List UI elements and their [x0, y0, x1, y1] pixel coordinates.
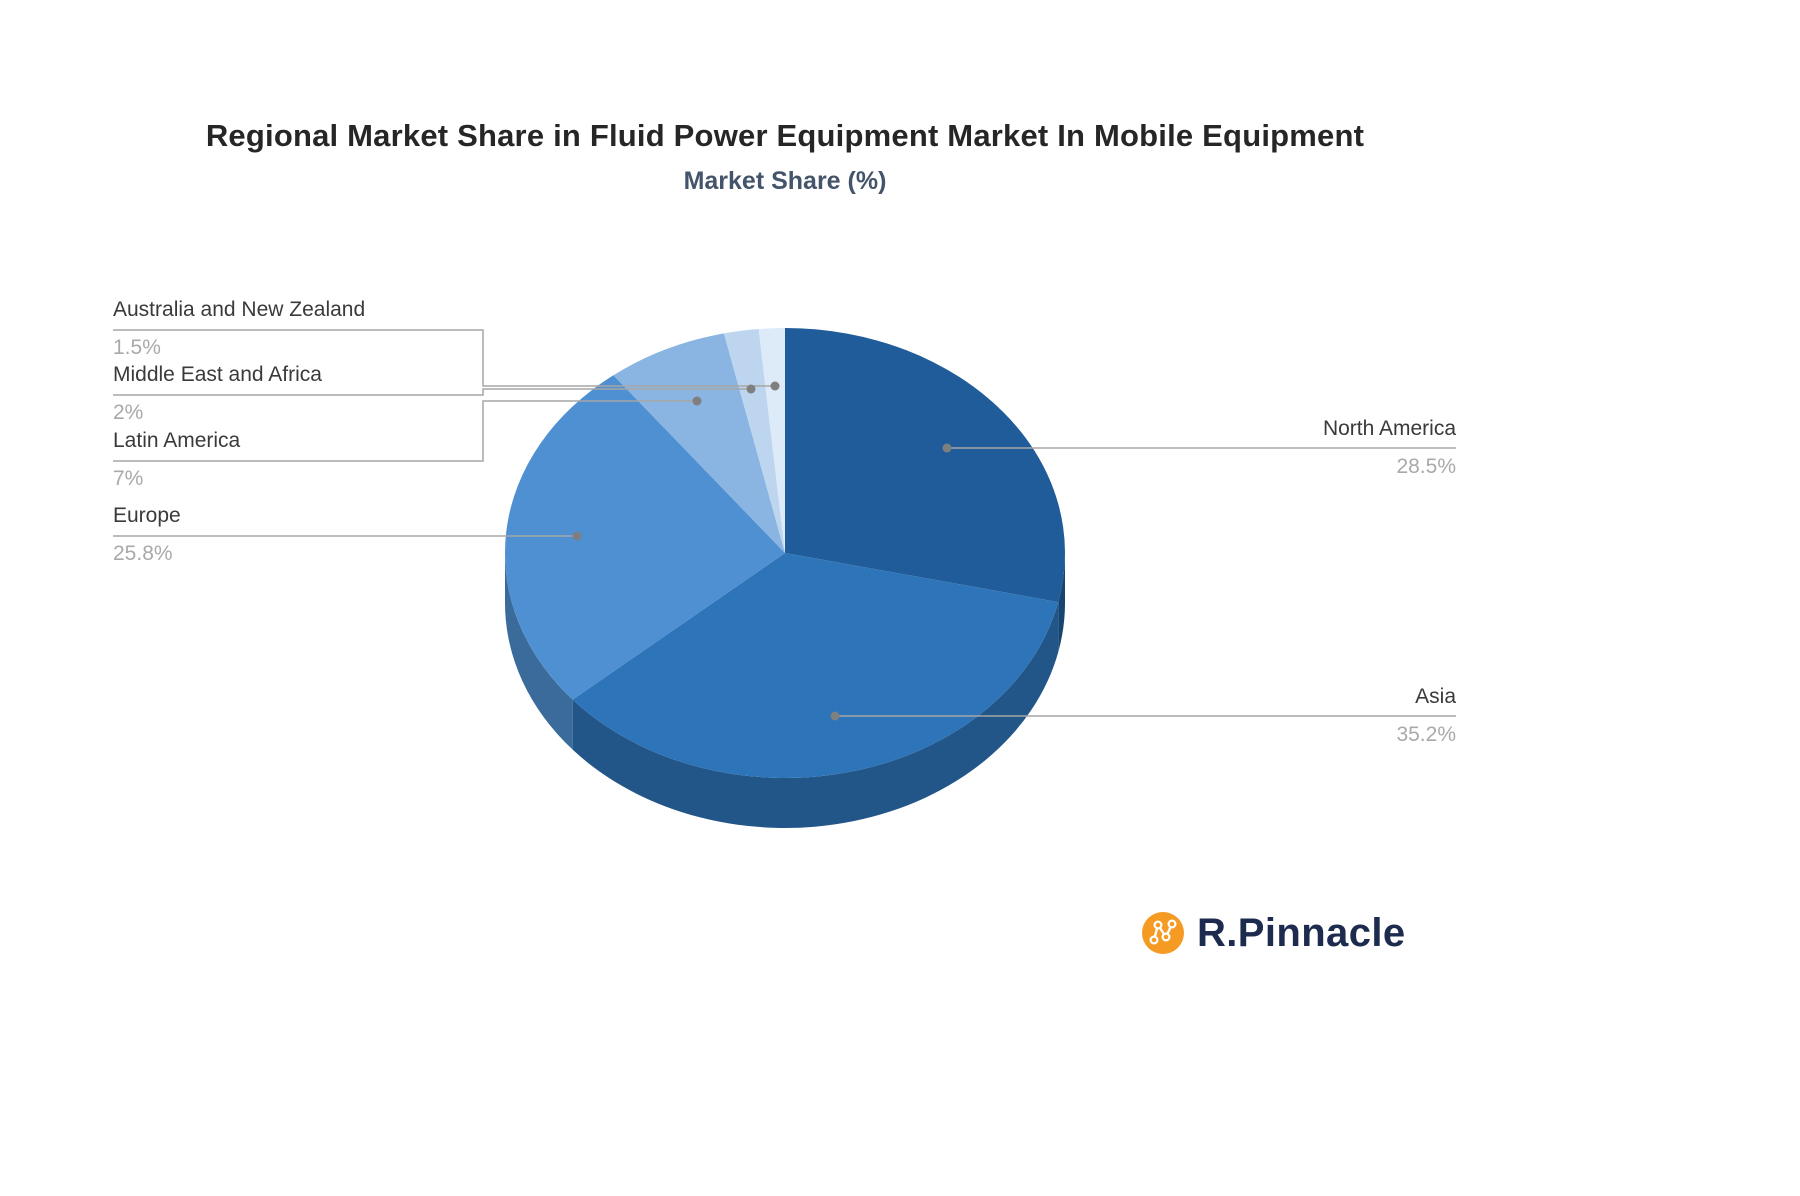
- label-europe: Europe 25.8%: [113, 503, 483, 567]
- slice-label: Middle East and Africa: [113, 363, 322, 386]
- label-asia: Asia 35.2%: [1156, 684, 1456, 748]
- slice-label: Latin America: [113, 429, 241, 452]
- leader-dot-asia: [830, 711, 840, 721]
- pie-slice-side-north-america: [1058, 553, 1065, 653]
- chart-title: Regional Market Share in Fluid Power Equ…: [205, 118, 1365, 153]
- brand-name: R.Pinnacle: [1197, 910, 1406, 955]
- pie-slices: [505, 328, 1065, 828]
- chart-subtitle: Market Share (%): [683, 167, 887, 195]
- molecule-network-icon: [1142, 912, 1184, 954]
- slice-value: 1.5%: [113, 336, 161, 359]
- leader-lines: [113, 329, 1456, 717]
- pie-slice-asia: [572, 553, 1059, 778]
- leader-line-australia-and-new-zealand: [113, 329, 775, 387]
- slice-label: Europe: [113, 504, 181, 527]
- leader-dot-latin-america: [692, 396, 702, 406]
- slice-value: 7%: [113, 467, 144, 490]
- leader-dot-europe: [572, 531, 582, 541]
- slice-value: 28.5%: [1396, 455, 1456, 478]
- pie-slice-north-america: [785, 328, 1065, 603]
- leader-dot-north-america: [942, 443, 952, 453]
- label-north-america: North America 28.5%: [1156, 416, 1456, 480]
- slice-value: 2%: [113, 401, 144, 424]
- slice-label: Australia and New Zealand: [113, 298, 366, 321]
- pie-slice-europe: [505, 375, 785, 700]
- pie-slice-middle-east-and-africa: [723, 328, 785, 553]
- logo-links: [1152, 922, 1174, 941]
- pie-slice-side-asia: [572, 602, 1059, 828]
- leader-dot-australia-and-new-zealand: [770, 381, 780, 391]
- slice-value: 35.2%: [1396, 723, 1456, 746]
- pie-slice-side-europe: [505, 553, 573, 750]
- leader-dot-middle-east-and-africa: [746, 384, 756, 394]
- slice-label: Asia: [1415, 685, 1456, 708]
- label-australia-and-new-zealand: Australia and New Zealand 1.5%: [113, 297, 483, 361]
- slice-label: North America: [1322, 417, 1456, 440]
- leader-line-latin-america: [113, 400, 697, 462]
- leader-line-middle-east-and-africa: [113, 388, 751, 396]
- label-latin-america: Latin America 7%: [113, 428, 483, 492]
- brand-logo: R.Pinnacle: [1140, 910, 1406, 956]
- leader-dots: [572, 381, 952, 721]
- slice-value: 25.8%: [113, 542, 173, 565]
- label-middle-east-and-africa: Middle East and Africa 2%: [113, 362, 483, 426]
- logo-nodes: [1149, 919, 1177, 945]
- chart-header: Regional Market Share in Fluid Power Equ…: [0, 118, 1570, 196]
